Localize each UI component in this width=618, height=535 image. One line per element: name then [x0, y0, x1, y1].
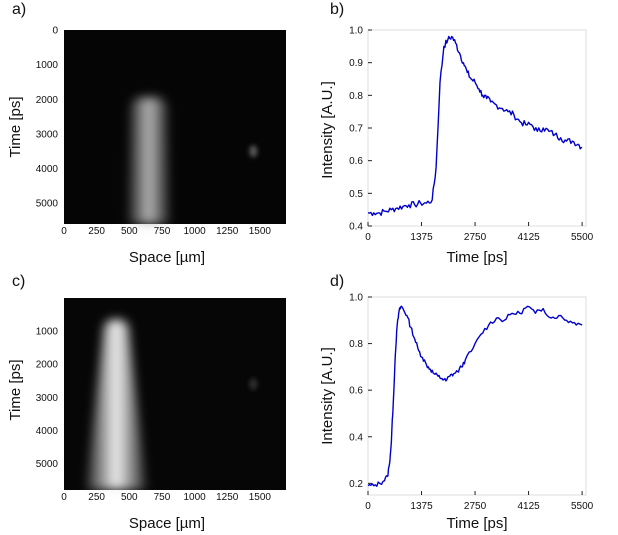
panel-b-xlabel: Time [ps] [446, 249, 507, 266]
x-tick-label: 2750 [464, 232, 487, 243]
panel-a-ylabel: Time [ps] [7, 96, 24, 157]
panel-b-series-line [367, 35, 583, 217]
x-tick-label: 1375 [410, 232, 433, 243]
y-tick-label: 0.4 [349, 222, 363, 233]
panel-d-line-chart: d) 0 1375 2750 4125 5500 0.2 0.4 0.6 0.8 1.0 Time… [319, 273, 594, 532]
y-tick-label: 1.0 [349, 26, 363, 37]
x-tick-label: 250 [88, 226, 105, 237]
x-tick-label: 1500 [249, 492, 272, 503]
y-tick-label: 0.7 [349, 124, 363, 135]
panel-b-label: b) [330, 1, 344, 18]
x-tick-label: 1375 [410, 501, 433, 512]
panel-c-ticks: 0 250 500 750 1000 1250 1500 1000 2000 3000 4000 50… [36, 327, 272, 503]
panel-a-xlabel: Space [µm] [129, 249, 205, 266]
y-tick-label: 0 [52, 26, 58, 37]
panel-a-label: a) [12, 1, 26, 18]
y-tick-label: 0.2 [349, 479, 363, 490]
x-tick-label: 0 [365, 232, 371, 243]
x-tick-label: 0 [365, 501, 371, 512]
panel-d-label: d) [330, 273, 344, 290]
y-tick-label: 3000 [36, 129, 59, 140]
y-tick-label: 4000 [36, 164, 59, 175]
panel-a-emission [127, 97, 258, 224]
y-tick-label: 0.5 [349, 189, 363, 200]
x-tick-label: 1500 [249, 226, 272, 237]
y-tick-label: 0.8 [349, 91, 363, 102]
panel-c-label: c) [12, 273, 25, 290]
y-tick-label: 5000 [36, 459, 59, 470]
x-tick-label: 1000 [183, 492, 206, 503]
panel-d-xlabel: Time [ps] [446, 515, 507, 532]
y-tick-label: 2000 [36, 95, 59, 106]
x-tick-label: 0 [61, 226, 67, 237]
y-tick-label: 0.9 [349, 58, 363, 69]
y-tick-label: 0.6 [349, 156, 363, 167]
panel-c-emission [86, 319, 258, 490]
x-tick-label: 750 [154, 226, 171, 237]
panel-d-frame [367, 296, 587, 496]
panel-a-ticks: 0 250 500 750 1000 1250 1500 0 1000 2000 3000 4000 5… [36, 26, 272, 238]
panel-c-heatmap: c) 0 250 500 750 1000 1250 1500 1000 2000 3000 400… [7, 273, 286, 532]
y-tick-label: 1.0 [349, 293, 363, 304]
panel-d-ticks: 0 1375 2750 4125 5500 0.2 0.4 0.6 0.8 1.0 [349, 293, 594, 513]
y-tick-label: 2000 [36, 360, 59, 371]
panel-c-ylabel: Time [ps] [7, 359, 24, 420]
x-tick-label: 500 [121, 226, 138, 237]
y-tick-label: 0.8 [349, 339, 363, 350]
panel-b-frame [367, 29, 587, 227]
x-tick-label: 0 [61, 492, 67, 503]
panel-d-ylabel: Intensity [A.U.] [319, 347, 336, 445]
panel-b-ylabel: Intensity [A.U.] [319, 81, 336, 179]
panel-a-image [64, 30, 286, 224]
emission-spot [249, 378, 258, 391]
x-tick-label: 4125 [517, 232, 540, 243]
x-tick-label: 2750 [464, 501, 487, 512]
y-tick-label: 1000 [36, 327, 59, 338]
emission-region [127, 97, 170, 224]
x-tick-label: 5500 [571, 232, 594, 243]
x-tick-label: 750 [154, 492, 171, 503]
panel-b-line-chart: b) 0 1375 2750 4125 5500 0.4 0.5 0.6 0.7 0.8 0.9 1.… [319, 1, 594, 266]
panel-d-series-line [367, 305, 583, 487]
x-tick-label: 250 [88, 492, 105, 503]
emission-spot [249, 145, 258, 158]
x-tick-label: 5500 [571, 501, 594, 512]
emission-region [86, 319, 147, 490]
y-tick-label: 1000 [36, 60, 59, 71]
x-tick-label: 1250 [216, 492, 239, 503]
panel-c-xlabel: Space [µm] [129, 515, 205, 532]
y-tick-label: 0.4 [349, 432, 363, 443]
y-tick-label: 3000 [36, 393, 59, 404]
x-tick-label: 1000 [183, 226, 206, 237]
panel-a-heatmap: a) 0 250 500 750 1000 1250 1500 0 1000 2000 3000 40… [7, 1, 286, 266]
x-tick-label: 500 [121, 492, 138, 503]
x-tick-label: 4125 [517, 501, 540, 512]
y-tick-label: 5000 [36, 199, 59, 210]
y-tick-label: 4000 [36, 426, 59, 437]
x-tick-label: 1250 [216, 226, 239, 237]
y-tick-label: 0.6 [349, 386, 363, 397]
panel-b-ticks: 0 1375 2750 4125 5500 0.4 0.5 0.6 0.7 0.8 0.9 1.0 [349, 26, 594, 244]
